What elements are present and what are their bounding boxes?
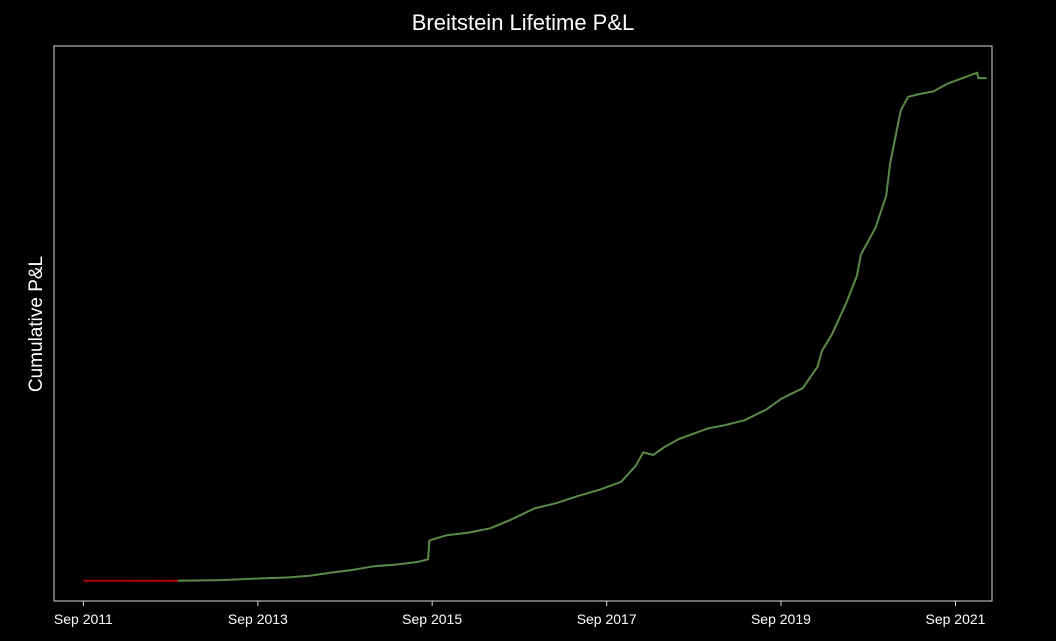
x-tick-label: Sep 2021 — [925, 611, 985, 627]
series-line-1 — [177, 71, 987, 582]
y-axis-label: Cumulative P&L — [26, 256, 47, 392]
x-tick-label: Sep 2019 — [751, 611, 811, 627]
x-tick-label: Sep 2017 — [577, 611, 637, 627]
x-tick-label: Sep 2015 — [402, 611, 462, 627]
chart-title: Breitstein Lifetime P&L — [412, 10, 635, 35]
plot-frame — [53, 45, 993, 602]
x-axis: Sep 2011 Sep 2013 Sep 2015 Sep 2017 Sep 2019… — [54, 601, 986, 627]
x-tick-label: Sep 2013 — [228, 611, 288, 627]
series-layer — [83, 71, 987, 582]
x-tick-label: Sep 2011 — [54, 611, 113, 627]
